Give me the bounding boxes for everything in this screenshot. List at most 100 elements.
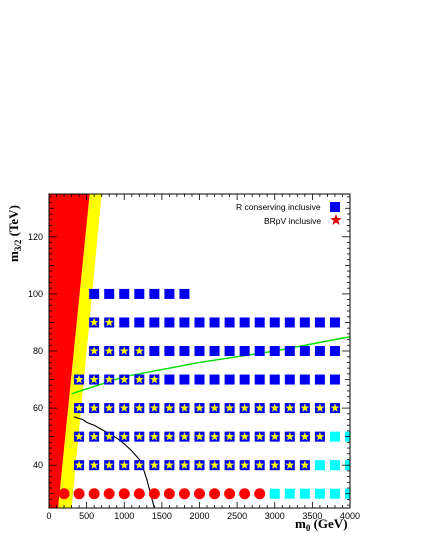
- marker-blue-square: [89, 288, 100, 299]
- marker-yellow-star: [89, 460, 99, 469]
- x-tick-label: 1000: [114, 511, 134, 521]
- marker-yellow-star: [104, 460, 114, 469]
- marker-yellow-star: [134, 374, 144, 384]
- marker-yellow-star: [240, 460, 250, 469]
- marker-blue-square: [254, 346, 265, 356]
- legend-symbol-red-star: [330, 214, 342, 225]
- marker-blue-square: [119, 317, 130, 328]
- marker-cyan-square: [314, 488, 325, 499]
- marker-cyan-square: [329, 460, 340, 471]
- marker-yellow-star: [180, 460, 189, 469]
- marker-blue-square: [254, 374, 265, 385]
- marker-yellow-star: [315, 403, 325, 412]
- marker-yellow-star: [180, 432, 189, 441]
- marker-yellow-star: [104, 374, 114, 384]
- marker-yellow-star: [134, 403, 144, 412]
- marker-yellow-star: [255, 432, 265, 441]
- marker-blue-square: [239, 317, 250, 328]
- x-tick-label: 4000: [340, 511, 360, 521]
- y-tick-label: 120: [28, 232, 43, 242]
- marker-blue-square: [179, 346, 190, 356]
- marker-blue-square: [299, 374, 310, 385]
- marker-blue-square: [194, 374, 205, 385]
- marker-cyan-square: [329, 431, 340, 442]
- marker-yellow-star: [195, 460, 204, 469]
- y-axis-title: m3/2 (TeV): [6, 205, 23, 262]
- marker-red-circle: [178, 488, 190, 500]
- marker-red-circle: [148, 488, 160, 500]
- excluded-regions: [49, 194, 102, 508]
- marker-yellow-star: [74, 374, 84, 384]
- marker-red-circle: [58, 488, 70, 500]
- x-tick-label: 1500: [152, 511, 172, 521]
- legend-symbol-blue-square: [330, 202, 340, 212]
- marker-blue-square: [194, 317, 205, 328]
- marker-blue-square: [239, 346, 250, 356]
- marker-yellow-star: [104, 317, 114, 327]
- marker-blue-square: [149, 317, 160, 328]
- marker-blue-square: [269, 346, 280, 356]
- marker-red-circle: [103, 488, 115, 500]
- x-tick-label: 2000: [189, 511, 209, 521]
- marker-yellow-star: [315, 432, 325, 441]
- marker-yellow-star: [134, 346, 144, 355]
- marker-yellow-star: [270, 460, 280, 469]
- marker-yellow-star: [134, 460, 144, 469]
- x-tick-label: 3500: [302, 511, 322, 521]
- marker-cyan-square: [299, 488, 310, 499]
- curve-green: [71, 336, 350, 395]
- marker-red-circle: [254, 488, 266, 500]
- marker-yellow-star: [165, 460, 174, 469]
- marker-cyan-square: [314, 460, 325, 471]
- marker-yellow-star: [270, 432, 280, 441]
- marker-yellow-star: [119, 346, 129, 355]
- marker-yellow-star: [149, 374, 159, 384]
- marker-yellow-star: [180, 403, 189, 412]
- marker-red-circle: [133, 488, 145, 500]
- marker-blue-square: [119, 288, 130, 299]
- marker-blue-square: [149, 346, 160, 356]
- marker-yellow-star: [300, 403, 310, 412]
- marker-blue-square: [104, 288, 115, 299]
- marker-yellow-star: [165, 432, 174, 441]
- curve-black: [73, 416, 155, 508]
- marker-blue-square: [179, 374, 190, 385]
- x-axis-title: m0 (GeV): [295, 516, 348, 533]
- marker-blue-square: [224, 374, 235, 385]
- marker-blue-square: [179, 317, 190, 328]
- marker-yellow-star: [89, 317, 99, 327]
- marker-yellow-star: [149, 403, 159, 412]
- legend-label-r-conserving: R conserving inclusive: [236, 202, 321, 212]
- marker-blue-square: [269, 317, 280, 328]
- marker-blue-square: [164, 346, 175, 356]
- marker-yellow-star: [210, 403, 219, 412]
- marker-blue-square: [134, 317, 145, 328]
- marker-blue-square: [149, 288, 160, 299]
- excluded-region-yellow: [58, 194, 102, 508]
- marker-blue-square: [254, 317, 265, 328]
- marker-cyan-square: [329, 488, 340, 499]
- marker-yellow-star: [285, 460, 295, 469]
- marker-blue-square: [134, 288, 145, 299]
- marker-blue-square: [269, 374, 280, 385]
- marker-red-circle: [73, 488, 85, 500]
- marker-blue-square: [164, 317, 175, 328]
- marker-yellow-star: [195, 432, 204, 441]
- marker-red-circle: [88, 488, 100, 500]
- tick-labels: 0 500 1000 1500 2000 2500 3000 3500 4000 40 60 80 10…: [28, 232, 360, 521]
- marker-blue-square: [299, 346, 310, 356]
- marker-yellow-star: [119, 403, 129, 412]
- marker-yellow-star: [270, 403, 280, 412]
- x-tick-label: 2500: [227, 511, 247, 521]
- marker-yellow-star: [255, 460, 265, 469]
- marker-blue-square: [164, 374, 175, 385]
- marker-yellow-star: [285, 432, 295, 441]
- marker-red-circle: [209, 488, 221, 500]
- marker-yellow-star: [74, 432, 84, 441]
- marker-yellow-star: [134, 432, 144, 441]
- marker-blue-square: [209, 317, 220, 328]
- x-tick-label: 3000: [265, 511, 285, 521]
- marker-yellow-star: [119, 460, 129, 469]
- marker-red-circle: [163, 488, 175, 500]
- curves: [71, 336, 350, 508]
